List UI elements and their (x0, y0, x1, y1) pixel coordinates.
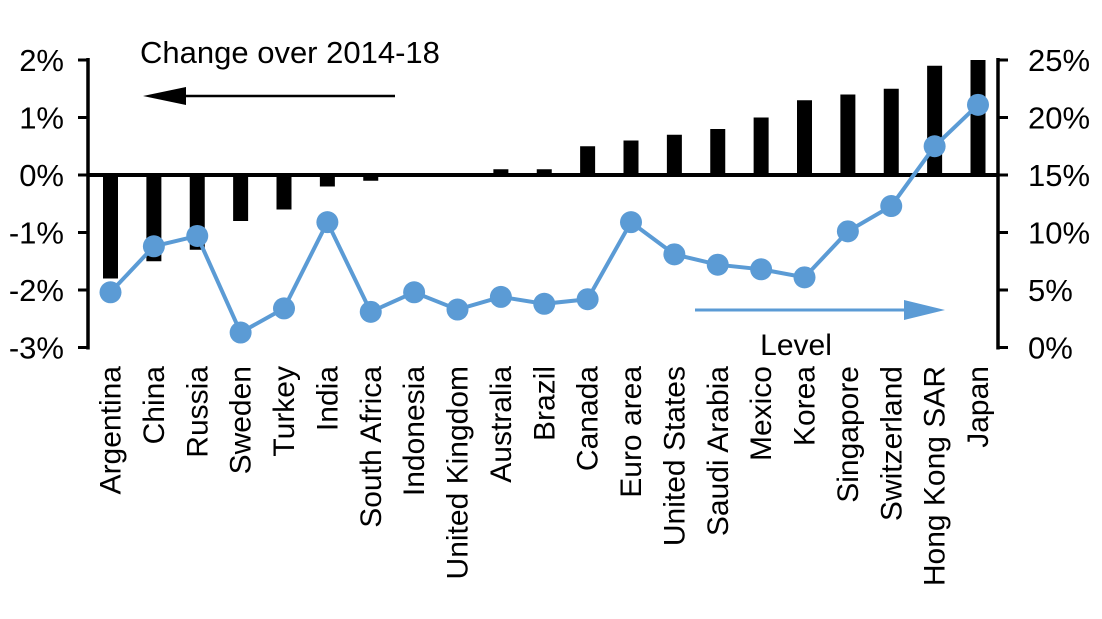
country-label: China (138, 366, 171, 445)
left-axis-tick-label: 2% (19, 43, 64, 78)
level-marker (446, 298, 469, 321)
bar (927, 65, 943, 175)
bar (666, 134, 682, 175)
level-marker (359, 300, 382, 323)
bar (753, 117, 769, 175)
level-marker (489, 285, 512, 308)
country-label: Sweden (225, 366, 258, 474)
bar (580, 146, 596, 175)
country-label: Saudi Arabia (702, 366, 735, 536)
country-label: Hong Kong SAR (919, 366, 952, 586)
level-marker (186, 224, 209, 247)
country-label: Japan (962, 366, 995, 448)
bar (103, 175, 118, 279)
line-series-annotation-label: Level (760, 329, 832, 362)
left-axis-tick-label: -2% (9, 273, 64, 308)
country-label: United States (658, 366, 691, 546)
bar (840, 94, 856, 175)
country-label: Singapore (832, 366, 865, 503)
right-axis-tick-label: 25% (1028, 43, 1090, 78)
country-label: Mexico (745, 366, 778, 461)
level-marker (750, 258, 773, 281)
bar (493, 169, 509, 175)
level-marker (880, 195, 903, 218)
left-axis-tick-label: 1% (19, 101, 64, 136)
bar (536, 169, 552, 175)
level-marker (99, 281, 122, 304)
bar (970, 60, 986, 175)
level-marker (663, 243, 686, 266)
right-axis-tick-label: 10% (1028, 216, 1090, 251)
level-marker (316, 211, 339, 234)
country-label: Russia (181, 366, 214, 458)
bar (797, 100, 812, 175)
chart-layer: 2% 1% 0% -1% -2% -3% 25% 20% 15% 10% 5% 0% Argentina… (9, 43, 1090, 586)
level-marker (142, 235, 165, 258)
level-marker (229, 321, 252, 344)
level-marker (620, 211, 642, 234)
left-axis-tick-label: 0% (19, 158, 64, 193)
country-label: India (311, 366, 344, 431)
level-marker (273, 297, 295, 320)
bar (319, 175, 335, 187)
right-axis-tick-label: 5% (1028, 273, 1073, 308)
level-marker (923, 135, 946, 158)
right-axis-tick-label: 15% (1028, 158, 1090, 193)
country-label: South Africa (355, 366, 388, 528)
bar (883, 88, 899, 175)
left-axis-tick-label: -3% (9, 331, 64, 366)
level-marker (793, 266, 816, 289)
country-label: Brazil (528, 366, 561, 441)
level-marker (706, 253, 729, 276)
country-label: Australia (485, 366, 518, 483)
bar (233, 175, 249, 221)
right-axis-tick-label: 20% (1028, 101, 1090, 136)
level-marker (403, 281, 426, 304)
country-label: United Kingdom (442, 366, 475, 579)
level-marker (836, 220, 859, 243)
country-label: Indonesia (398, 366, 431, 496)
right-axis-tick-label: 0% (1028, 331, 1073, 366)
bar (276, 175, 292, 210)
right-arrow-head-icon (904, 300, 945, 320)
left-axis-tick-label: -1% (9, 216, 64, 251)
bar (710, 129, 726, 175)
country-label: Canada (572, 366, 605, 471)
level-marker (533, 292, 556, 315)
bar (363, 175, 379, 181)
bar (623, 140, 639, 175)
bar-series-annotation-label: Change over 2014-18 (140, 35, 440, 70)
country-label: Argentina (95, 366, 128, 495)
country-label: Switzerland (875, 366, 908, 521)
left-arrow-head-icon (143, 87, 186, 105)
level-marker (576, 288, 599, 311)
country-label: Korea (789, 366, 822, 446)
country-label: Turkey (268, 366, 301, 457)
level-marker (967, 93, 989, 116)
country-label: Euro area (615, 366, 648, 498)
